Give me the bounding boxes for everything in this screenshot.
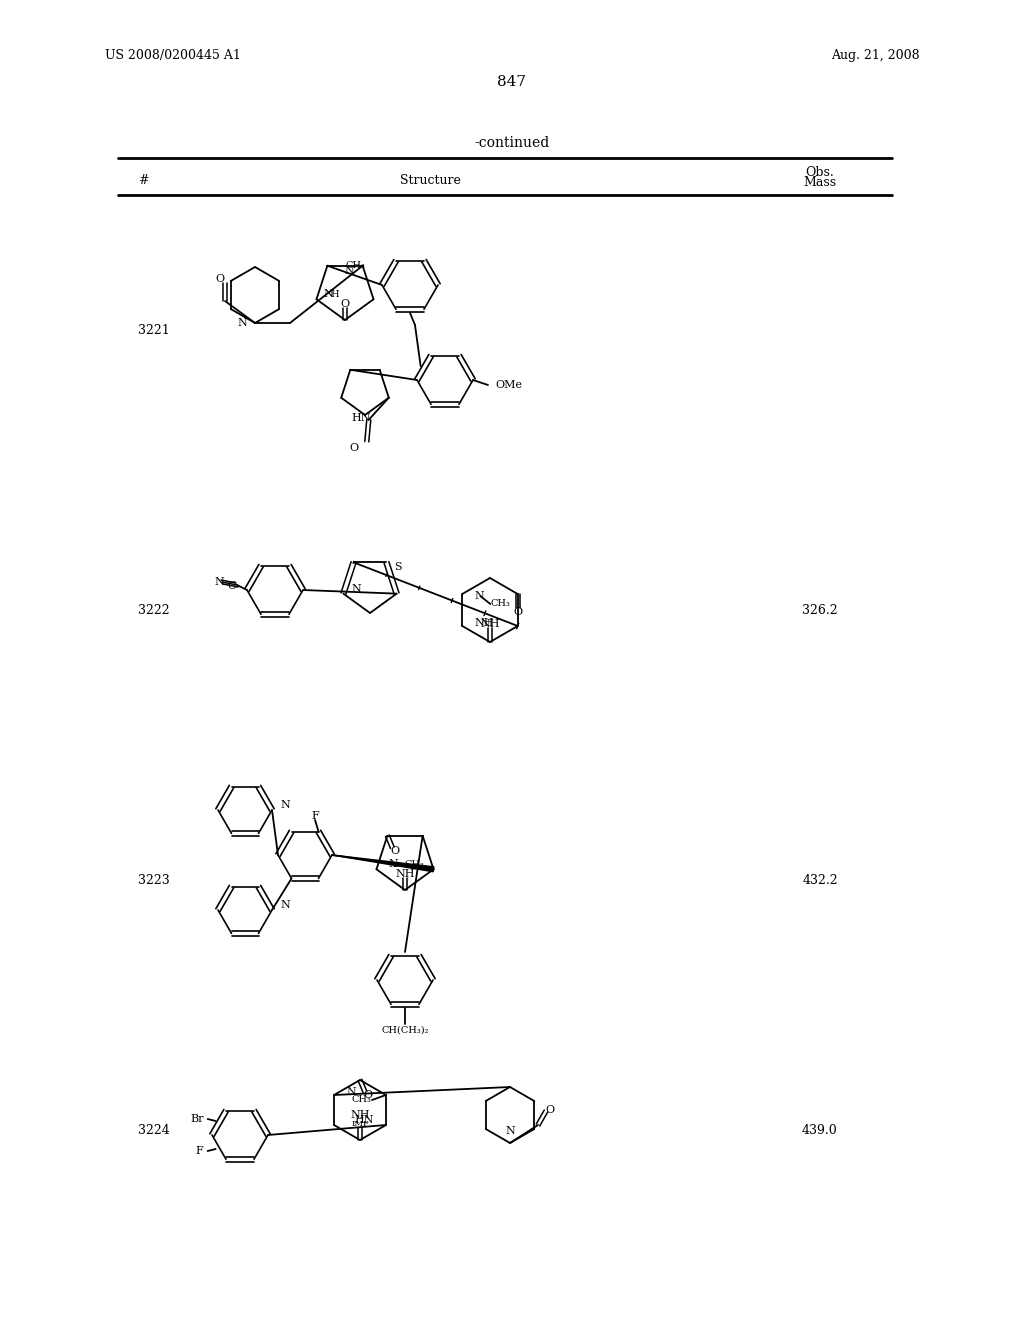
Text: N: N — [351, 583, 361, 594]
Text: O: O — [513, 607, 522, 616]
Text: NH: NH — [474, 618, 494, 628]
Text: 439.0: 439.0 — [802, 1123, 838, 1137]
Text: 847: 847 — [498, 75, 526, 88]
Text: H: H — [331, 290, 339, 298]
Text: Obs.: Obs. — [806, 165, 835, 178]
Text: US 2008/0200445 A1: US 2008/0200445 A1 — [105, 49, 241, 62]
Text: 3224: 3224 — [138, 1123, 170, 1137]
Text: NH: NH — [395, 869, 415, 879]
Text: Aug. 21, 2008: Aug. 21, 2008 — [831, 49, 920, 62]
Text: #: # — [138, 173, 148, 186]
Text: NH: NH — [350, 1110, 370, 1119]
Text: O: O — [546, 1105, 555, 1115]
Text: 432.2: 432.2 — [802, 874, 838, 887]
Text: F: F — [311, 810, 318, 821]
Text: -continued: -continued — [474, 136, 550, 150]
Text: 326.2: 326.2 — [802, 603, 838, 616]
Text: IMP: IMP — [351, 1119, 369, 1129]
Text: HN: HN — [354, 1115, 374, 1125]
Text: N: N — [474, 591, 484, 601]
Text: O: O — [340, 300, 349, 309]
Text: OMe: OMe — [495, 380, 522, 389]
Text: HN: HN — [351, 413, 371, 422]
Text: Br: Br — [190, 1114, 204, 1125]
Text: CH₃: CH₃ — [404, 859, 424, 869]
Text: N: N — [324, 289, 333, 300]
Text: N: N — [346, 1086, 355, 1097]
Text: CH₃: CH₃ — [490, 599, 510, 609]
Text: N: N — [280, 800, 290, 810]
Text: O: O — [364, 1090, 373, 1100]
Text: NH: NH — [480, 619, 500, 630]
Text: N: N — [388, 859, 398, 870]
Text: C: C — [227, 581, 237, 591]
Text: Mass: Mass — [804, 177, 837, 190]
Text: N: N — [280, 900, 290, 909]
Text: CH₃: CH₃ — [351, 1096, 371, 1105]
Text: 3221: 3221 — [138, 323, 170, 337]
Text: O: O — [349, 442, 358, 453]
Text: CH(CH₃)₂: CH(CH₃)₂ — [381, 1026, 429, 1035]
Text: 3223: 3223 — [138, 874, 170, 887]
Text: 3222: 3222 — [138, 603, 170, 616]
Text: N: N — [505, 1126, 515, 1137]
Text: Structure: Structure — [399, 173, 461, 186]
Text: F: F — [196, 1146, 204, 1156]
Text: S: S — [394, 562, 402, 573]
Text: N: N — [345, 265, 354, 276]
Text: CH₃: CH₃ — [345, 261, 366, 271]
Text: N: N — [214, 577, 224, 587]
Text: O: O — [391, 846, 400, 855]
Text: O: O — [215, 275, 224, 284]
Polygon shape — [332, 855, 434, 871]
Text: N: N — [238, 318, 247, 327]
